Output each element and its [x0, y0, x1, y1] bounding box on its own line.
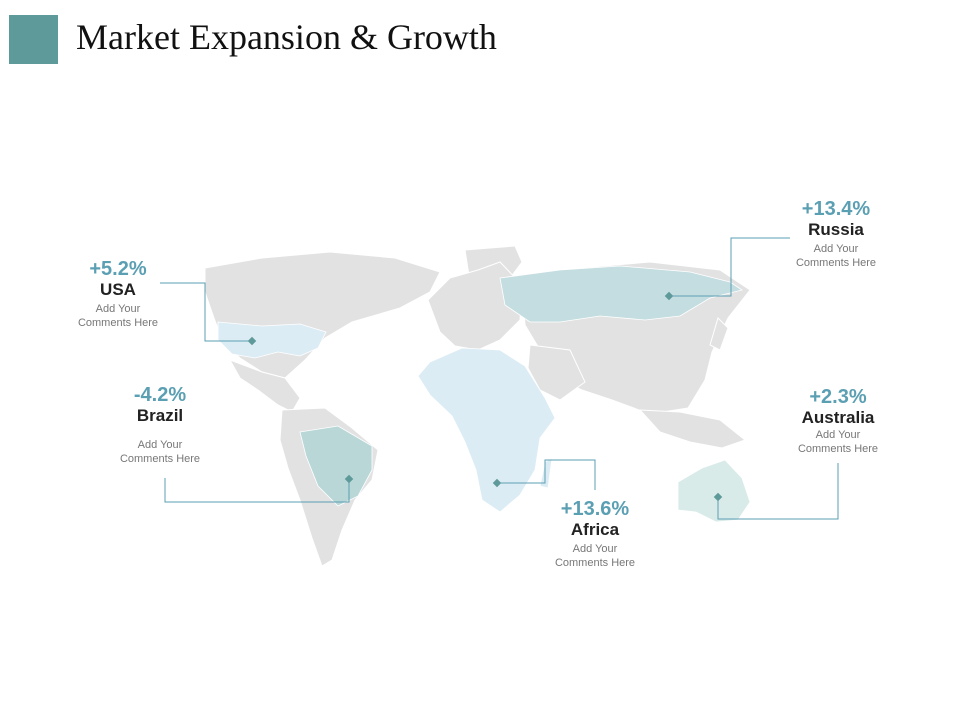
slide-title: Market Expansion & Growth [76, 17, 497, 57]
region-label-australia: Australia [801, 408, 875, 427]
leader-line-australia [717, 463, 839, 520]
leader-line-usa [160, 282, 252, 342]
growth-percent-australia: +2.3% [809, 386, 867, 408]
land-japan [709, 317, 729, 351]
marker-russia [664, 291, 674, 301]
callout-australia: +2.3% Australia Add Your Comments Here [768, 386, 908, 456]
growth-percent-brazil: -4.2% [133, 384, 187, 406]
callout-usa: +5.2% USA Add Your Comments Here [48, 258, 188, 330]
region-label-usa: USA [100, 280, 136, 299]
region-usa[interactable] [217, 321, 327, 359]
growth-percent-russia: +13.4% [801, 198, 871, 220]
leader-lines [160, 237, 839, 520]
land-southeast-asia [638, 409, 747, 449]
region-madagascar[interactable] [539, 457, 553, 489]
region-russia[interactable] [499, 265, 743, 323]
title-accent-square [9, 15, 58, 64]
growth-percent-usa: +5.2% [89, 258, 147, 280]
marker-brazil [344, 474, 354, 484]
growth-percent-africa: +13.6% [560, 498, 630, 520]
land-north-america [204, 251, 441, 379]
callout-africa: +13.6% Africa Add Your Comments Here [525, 498, 665, 570]
leader-line-brazil [164, 478, 350, 503]
marker-australia [713, 492, 723, 502]
region-label-africa: Africa [570, 520, 620, 539]
comment-africa: Add Your Comments Here [554, 543, 636, 569]
region-australia[interactable] [677, 459, 751, 523]
land-europe [427, 261, 523, 351]
comment-usa: Add Your Comments Here [77, 303, 159, 329]
callout-brazil: -4.2% Brazil Add Your Comments Here [90, 384, 230, 466]
land-middle-east [527, 344, 586, 401]
region-label-brazil: Brazil [136, 406, 184, 425]
callout-russia: +13.4% Russia Add Your Comments Here [766, 198, 906, 270]
leader-line-russia [669, 237, 790, 297]
comment-brazil: Add Your Comments Here [119, 439, 201, 465]
region-brazil[interactable] [299, 425, 373, 507]
leader-line-africa [497, 459, 596, 490]
comment-australia: Add Your Comments Here [797, 429, 879, 455]
region-label-russia: Russia [808, 220, 864, 239]
marker-africa [492, 478, 502, 488]
marker-usa [247, 336, 257, 346]
comment-russia: Add Your Comments Here [795, 243, 877, 269]
region-africa[interactable] [417, 347, 556, 513]
